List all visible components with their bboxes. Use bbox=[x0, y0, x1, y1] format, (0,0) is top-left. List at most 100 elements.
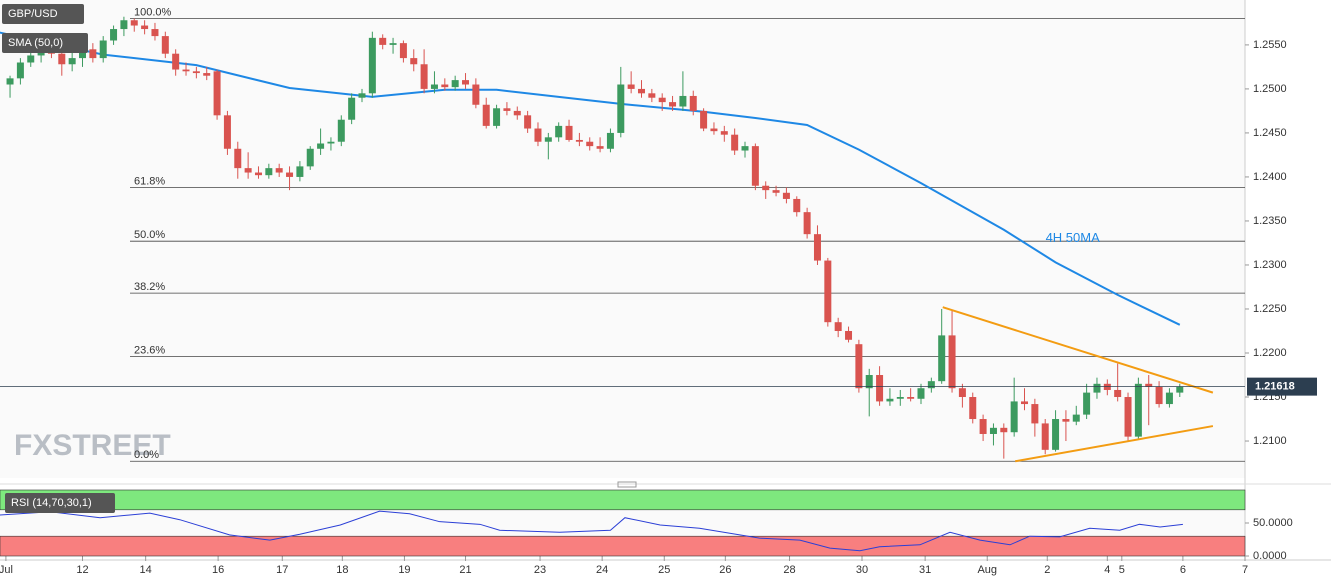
candle-body bbox=[420, 64, 428, 89]
x-tick-label: 21 bbox=[459, 564, 471, 576]
rsi-line bbox=[0, 510, 1183, 552]
candle-body bbox=[534, 128, 542, 142]
y-tick-label: 1.2500 bbox=[1253, 83, 1287, 95]
candle-body bbox=[689, 95, 697, 111]
candle-body bbox=[358, 93, 366, 98]
candle-body bbox=[327, 141, 335, 144]
y-tick-label: 1.2450 bbox=[1253, 127, 1287, 139]
candle-body bbox=[813, 234, 821, 261]
x-tick-label: 6 bbox=[1180, 564, 1186, 576]
price-panel bbox=[0, 0, 1245, 478]
fib-label: 23.6% bbox=[134, 344, 165, 356]
candle-body bbox=[979, 419, 987, 434]
candle-body bbox=[803, 212, 811, 235]
y-tick-label: 1.2350 bbox=[1253, 215, 1287, 227]
fib-label: 0.0% bbox=[134, 449, 159, 461]
candle-body bbox=[223, 115, 231, 149]
candle-body bbox=[845, 330, 853, 340]
candle-body bbox=[969, 397, 977, 420]
trendline bbox=[1015, 425, 1214, 463]
candle-body bbox=[172, 53, 180, 70]
x-tick-label: 28 bbox=[783, 564, 795, 576]
candle-body bbox=[1083, 392, 1091, 415]
candle-body bbox=[865, 375, 873, 389]
candle-body bbox=[203, 73, 211, 76]
candle-body bbox=[989, 427, 997, 434]
y-tick-label: 1.2300 bbox=[1253, 259, 1287, 271]
candle-body bbox=[606, 132, 614, 149]
x-tick-label: Jul bbox=[0, 564, 13, 576]
candle-body bbox=[120, 20, 128, 30]
candle-body bbox=[410, 58, 418, 65]
candle-body bbox=[254, 172, 262, 176]
fib-label: 50.0% bbox=[134, 229, 165, 241]
candle-body bbox=[1021, 401, 1029, 405]
candle-body bbox=[234, 148, 242, 169]
candle-body bbox=[213, 71, 221, 116]
candle-body bbox=[741, 146, 749, 151]
x-tick-label: 25 bbox=[658, 564, 670, 576]
candle-body bbox=[441, 84, 449, 88]
y-tick-label: 1.2250 bbox=[1253, 303, 1287, 315]
last-price-box bbox=[1247, 377, 1317, 396]
x-tick-label: 23 bbox=[534, 564, 546, 576]
candle-body bbox=[27, 55, 35, 63]
candle-body bbox=[130, 20, 138, 26]
candle-body bbox=[1093, 383, 1101, 393]
x-tick-label: 31 bbox=[919, 564, 931, 576]
candle-body bbox=[876, 375, 884, 402]
y-tick-label: 1.2200 bbox=[1253, 347, 1287, 359]
candle-body bbox=[1155, 386, 1163, 405]
candle-body bbox=[938, 335, 946, 382]
fib-label: 100.0% bbox=[134, 6, 172, 18]
x-tick-label: 19 bbox=[398, 564, 410, 576]
candle-body bbox=[317, 143, 325, 149]
candle-body bbox=[389, 43, 397, 45]
label-text: GBP/USD bbox=[8, 8, 58, 20]
x-tick-label: Aug bbox=[977, 564, 997, 576]
candle-body bbox=[286, 172, 294, 177]
candle-body bbox=[1114, 389, 1122, 398]
candle-body bbox=[368, 37, 376, 94]
candle-body bbox=[503, 108, 511, 111]
candle-body bbox=[110, 29, 118, 41]
candle-body bbox=[141, 25, 149, 30]
candle-body bbox=[586, 141, 594, 147]
candle-body bbox=[1176, 386, 1184, 393]
candle-body bbox=[958, 388, 966, 398]
candle-body bbox=[782, 192, 790, 199]
candle-body bbox=[1124, 397, 1132, 437]
candle-body bbox=[658, 97, 666, 103]
candle-body bbox=[337, 119, 345, 142]
candle-body bbox=[524, 115, 532, 129]
candle-body bbox=[430, 84, 438, 89]
x-tick-label: 5 bbox=[1119, 564, 1125, 576]
x-tick-label: 7 bbox=[1242, 564, 1248, 576]
candle-body bbox=[637, 88, 645, 94]
candle-body bbox=[855, 344, 863, 389]
candle-body bbox=[679, 95, 687, 107]
candle-body bbox=[68, 58, 76, 65]
candle-body bbox=[896, 397, 904, 399]
candle-body bbox=[917, 388, 925, 399]
candle-body bbox=[948, 335, 956, 389]
candle-body bbox=[575, 139, 583, 142]
candle-body bbox=[793, 198, 801, 213]
x-tick-label: 16 bbox=[212, 564, 224, 576]
y-tick-label: 50.0000 bbox=[1253, 517, 1293, 529]
candle-body bbox=[182, 69, 190, 72]
y-tick-label: 1.2400 bbox=[1253, 171, 1287, 183]
candle-body bbox=[192, 71, 200, 74]
candle-body bbox=[244, 168, 252, 173]
y-tick-label: 0.0000 bbox=[1253, 550, 1287, 562]
y-tick-label: 1.2100 bbox=[1253, 435, 1287, 447]
label-text: RSI (14,70,30,1) bbox=[11, 497, 92, 509]
x-tick-label: 17 bbox=[276, 564, 288, 576]
candle-body bbox=[720, 131, 728, 135]
candle-body bbox=[161, 36, 169, 54]
candle-body bbox=[544, 137, 552, 142]
candle-body bbox=[6, 78, 14, 85]
candle-body bbox=[451, 80, 459, 88]
candle-body bbox=[1145, 383, 1153, 387]
